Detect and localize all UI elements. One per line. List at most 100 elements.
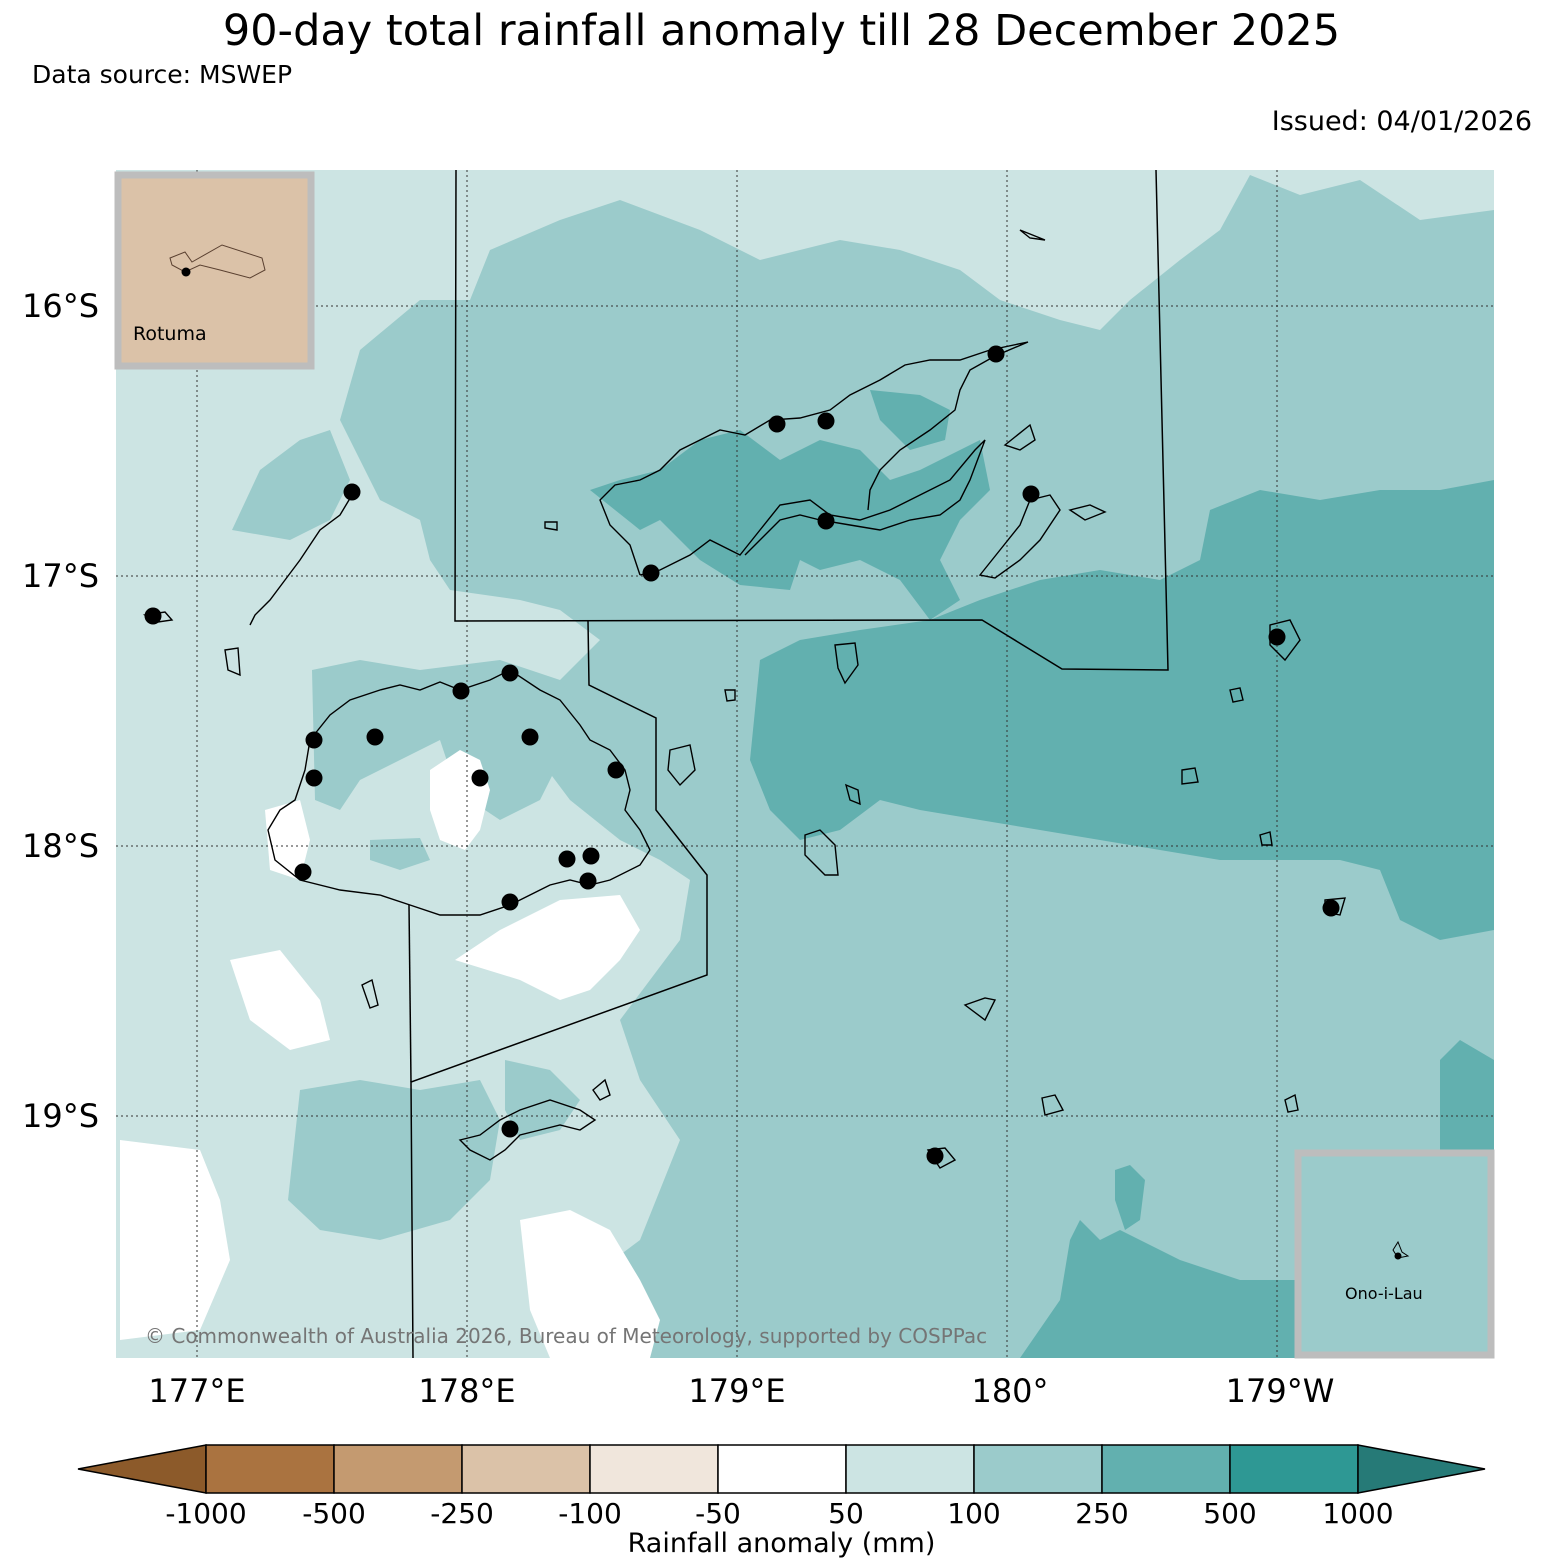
station-marker xyxy=(366,728,384,746)
contour-white-3 xyxy=(455,895,640,1000)
colorbar-tick-label: 100 xyxy=(947,1497,1001,1530)
station-markers xyxy=(144,345,1340,1165)
station-marker xyxy=(558,850,576,868)
issued-date: Issued: 04/01/2026 xyxy=(1271,106,1532,137)
colorbar-bin xyxy=(1229,1444,1359,1494)
lau-island-5 xyxy=(724,689,736,702)
colorbar-bin xyxy=(205,1444,335,1494)
contour-white-2 xyxy=(265,800,310,880)
colorbar-tick-label: -50 xyxy=(695,1497,741,1530)
station-marker xyxy=(501,1120,519,1138)
contour-white-5 xyxy=(520,1210,660,1358)
station-marker xyxy=(817,512,835,530)
copyright-credit: © Commonwealth of Australia 2026, Bureau… xyxy=(145,1324,988,1348)
station-marker xyxy=(1268,628,1286,646)
colorbar-bin xyxy=(717,1444,847,1494)
colorbar-tick-label: 50 xyxy=(828,1497,864,1530)
station-marker xyxy=(642,564,660,582)
lat-label-18s: 18°S xyxy=(22,827,100,865)
lat-label-16s: 16°S xyxy=(22,287,100,325)
station-marker xyxy=(521,728,539,746)
colorbar-bin xyxy=(1101,1444,1231,1494)
station-marker xyxy=(343,483,361,501)
colorbar-extend-low xyxy=(77,1444,207,1494)
station-marker xyxy=(579,872,597,890)
lon-label-178e: 178°E xyxy=(418,1372,516,1410)
station-marker xyxy=(817,412,835,430)
taveuni-coast xyxy=(978,494,1061,579)
kadavu-coast xyxy=(458,1099,597,1161)
east-island-4 xyxy=(1068,504,1107,521)
station-marker xyxy=(987,345,1005,363)
station-marker xyxy=(582,847,600,865)
contour-250-500-southeast xyxy=(1020,1220,1300,1358)
colorbar-extend-high xyxy=(1357,1444,1486,1494)
contour-100-250-south xyxy=(288,1080,500,1240)
graticule xyxy=(116,170,1494,1358)
colorbar-tick-label: -100 xyxy=(558,1497,622,1530)
colorbar-bin xyxy=(461,1444,591,1494)
vanuabalavu-coast xyxy=(1003,423,1036,451)
lau-island-1 xyxy=(1229,687,1244,703)
moala-coast xyxy=(804,829,839,876)
east-island-1 xyxy=(1181,767,1199,785)
colorbar-bin xyxy=(973,1444,1103,1494)
station-marker xyxy=(471,769,489,787)
contour-250-500-island xyxy=(1115,1165,1145,1230)
map-title: 90-day total rainfall anomaly till 28 De… xyxy=(222,6,1341,56)
lon-label-177e: 177°E xyxy=(148,1372,246,1410)
ono-i-lau-inset xyxy=(1294,1149,1495,1359)
rotuma-inset-frame xyxy=(114,171,315,370)
lau-island-4 xyxy=(544,521,558,531)
station-marker xyxy=(1022,485,1040,503)
station-marker xyxy=(768,415,786,433)
rotuma-station-marker xyxy=(181,267,191,277)
west-island-1 xyxy=(224,647,241,677)
station-marker xyxy=(501,664,519,682)
viti-levu-coast xyxy=(267,669,651,916)
rotuma-inset xyxy=(114,171,315,370)
colorbar-tick-label: 1000 xyxy=(1322,1497,1394,1530)
koro-coast xyxy=(834,642,859,685)
contour-white-6 xyxy=(120,1140,230,1340)
contour-250-500-southeast2 xyxy=(1440,1040,1494,1150)
contour-100-250-kadavu xyxy=(505,1060,580,1140)
contour-250-500-vanualevu xyxy=(590,430,990,620)
colorbar-bin xyxy=(845,1444,975,1494)
station-marker xyxy=(926,1147,944,1165)
colorbar xyxy=(77,1444,1486,1494)
east-island-3 xyxy=(1284,1093,1299,1113)
colorbar-tick-label: -500 xyxy=(302,1497,366,1530)
lau-island-3 xyxy=(844,783,861,806)
lat-label-17s: 17°S xyxy=(22,557,100,595)
coastlines xyxy=(142,229,1346,1169)
station-marker xyxy=(305,731,323,749)
south-island-1 xyxy=(592,1078,611,1101)
colorbar-bin xyxy=(333,1444,463,1494)
qamea-coast xyxy=(1019,229,1046,241)
colorbar-title: Rainfall anomaly (mm) xyxy=(627,1528,936,1559)
yasawa-chain xyxy=(249,494,353,626)
station-marker xyxy=(294,863,312,881)
colorbar-tick-label: 500 xyxy=(1203,1497,1257,1530)
colorbar-bin xyxy=(589,1444,719,1494)
lon-label-180: 180° xyxy=(971,1372,1049,1410)
station-marker xyxy=(501,893,519,911)
division-boundaries xyxy=(408,169,1169,1359)
matuku-coast xyxy=(1041,1094,1065,1116)
contour-50-100-north xyxy=(1040,220,1102,290)
station-marker xyxy=(305,769,323,787)
colorbar-tick-label: -250 xyxy=(430,1497,494,1530)
totoya-coast xyxy=(963,997,997,1022)
station-marker xyxy=(144,607,162,625)
station-marker xyxy=(607,761,625,779)
contour-100-250-vitilevu xyxy=(312,660,590,820)
contour-100-250-west xyxy=(232,430,350,540)
ono-i-lau-inset-frame xyxy=(1294,1149,1495,1359)
contour-layer xyxy=(116,170,1494,1358)
contour-250-500-north xyxy=(870,390,950,450)
colorbar-tick-label: 250 xyxy=(1075,1497,1129,1530)
data-source: Data source: MSWEP xyxy=(32,60,293,89)
lau-island-2 xyxy=(1259,831,1273,846)
